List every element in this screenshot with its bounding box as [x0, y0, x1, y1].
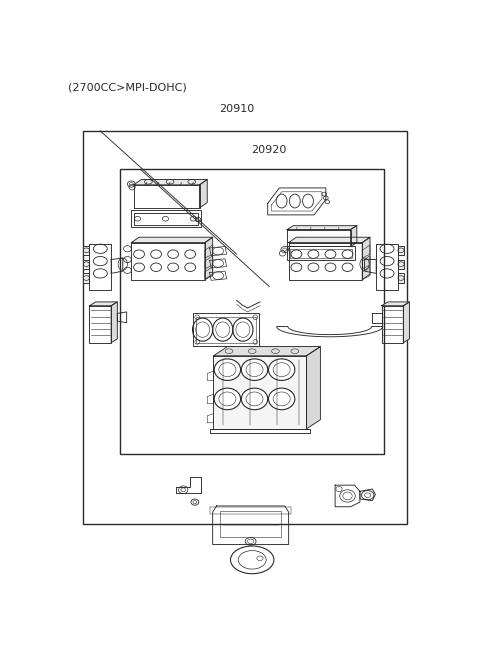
Polygon shape — [89, 302, 117, 306]
Ellipse shape — [268, 388, 295, 409]
Bar — [193, 314, 259, 346]
Bar — [290, 249, 352, 258]
Ellipse shape — [214, 388, 240, 409]
Polygon shape — [132, 237, 213, 242]
Polygon shape — [403, 302, 409, 343]
Polygon shape — [214, 346, 321, 356]
Bar — [134, 213, 198, 225]
Text: 20920: 20920 — [252, 145, 287, 155]
Polygon shape — [306, 346, 321, 429]
Ellipse shape — [241, 359, 268, 381]
Polygon shape — [200, 179, 207, 208]
Bar — [83, 131, 407, 523]
Bar — [220, 510, 281, 536]
Polygon shape — [382, 302, 409, 306]
Polygon shape — [287, 226, 357, 229]
Bar — [132, 210, 201, 227]
Polygon shape — [288, 237, 370, 242]
Ellipse shape — [214, 359, 240, 381]
Bar — [120, 170, 384, 455]
Polygon shape — [350, 226, 357, 246]
Polygon shape — [214, 356, 306, 429]
Polygon shape — [83, 246, 89, 255]
Polygon shape — [398, 259, 404, 269]
Ellipse shape — [268, 359, 295, 381]
Polygon shape — [83, 259, 89, 269]
Polygon shape — [133, 179, 207, 185]
Bar — [287, 246, 355, 260]
Text: 20910: 20910 — [219, 105, 254, 115]
Bar — [196, 316, 256, 343]
Polygon shape — [398, 246, 404, 255]
Polygon shape — [362, 237, 370, 280]
Ellipse shape — [361, 491, 374, 500]
Ellipse shape — [241, 388, 268, 409]
Polygon shape — [83, 273, 89, 283]
Polygon shape — [205, 237, 213, 280]
Text: (2700CC>MPI-DOHC): (2700CC>MPI-DOHC) — [68, 83, 187, 93]
Polygon shape — [398, 273, 404, 283]
Polygon shape — [111, 302, 117, 343]
